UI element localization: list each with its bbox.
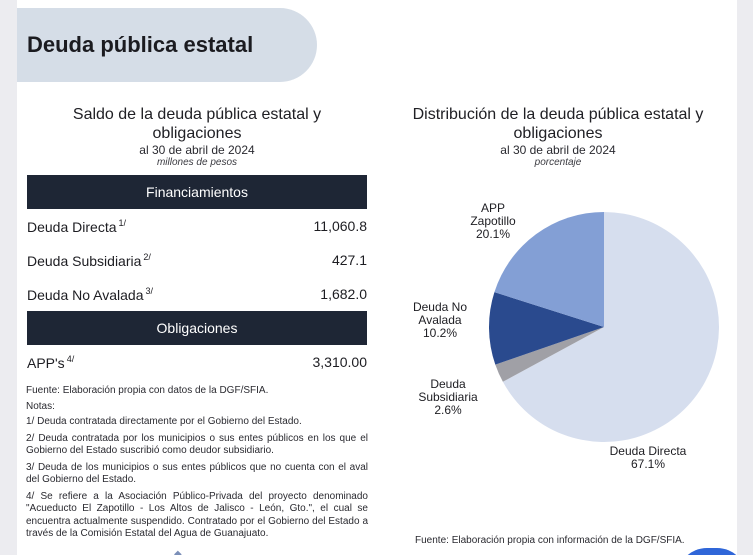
pie-label-line: APP [480,201,505,215]
pie-chart [489,212,719,443]
table-row: Deuda Directa 1/ 11,060.8 [27,218,367,238]
row-note: 2/ [143,252,151,262]
row-value: 1,682.0 [320,286,367,302]
pie-label-line: Avalada [418,313,462,327]
row-label: Deuda No Avalada [27,287,144,303]
pie-value-label: 10.2% [422,326,458,340]
pie-label-line: Zapotillo [470,214,516,228]
table-row: APP's 4/ 3,310.00 [27,354,367,374]
page-title: Deuda pública estatal [27,32,254,57]
floating-action-button[interactable] [677,548,737,555]
pie-label-line: Deuda [430,377,466,391]
chart-source: Fuente: Elaboración propia con informaci… [415,535,685,546]
section-header-financiamientos: Financiamientos [27,175,367,209]
report-page: Deuda pública estatal Saldo de la deuda … [17,0,737,555]
row-label: Deuda Subsidiaria [27,253,142,269]
left-unit: millones de pesos [156,157,238,168]
pie-value-label: 67.1% [630,457,666,471]
pie-slice-deuda-subsidiaria [495,327,604,382]
row-label: APP's [27,355,65,371]
pie-label-deuda-subsidiaria: Deuda Subsidiaria 2.6% [403,378,493,417]
row-note: 1/ [118,218,127,228]
table-row: Deuda No Avalada 3/ 1,682.0 [27,286,367,306]
pie-value-label: 20.1% [475,227,511,241]
section-header-obligaciones: Obligaciones [27,311,367,345]
pie-value-label: 2.6% [434,403,462,417]
row-note: 4/ [66,354,75,364]
pie-label-app-zapotillo: APP Zapotillo 20.1% [458,202,528,241]
left-title-line-2: obligaciones [152,125,242,142]
notes-block: Fuente: Elaboración propia con datos de … [26,385,368,541]
row-note: 3/ [145,286,154,296]
chart-title-line-1: Distribución de la deuda pública estatal… [412,106,704,123]
chart-title-line-2: obligaciones [513,125,603,142]
header-banner: Deuda pública estatal [17,8,317,82]
pie-label-deuda-no-avalada: Deuda No Avalada 10.2% [400,301,480,340]
row-value: 3,310.00 [312,354,368,370]
notes-title: Notas: [26,400,55,412]
pie-label-deuda-directa: Deuda Directa 67.1% [593,445,703,471]
left-date: al 30 de abril de 2024 [139,143,255,157]
chart-date: al 30 de abril de 2024 [500,143,616,157]
pie-slice-deuda-no-avalada [489,292,604,365]
row-value: 11,060.8 [313,218,367,234]
note-item: 4/ Se refiere a la Asociación Público-Pr… [26,490,368,540]
pie-slice-app-zapotillo [494,212,604,327]
pie-slice-deuda-directa [502,212,719,443]
table-row: Deuda Subsidiaria 2/ 427.1 [27,252,367,272]
left-title-line-1: Saldo de la deuda pública estatal y [72,106,322,123]
note-item: 2/ Deuda contratada por los municipios o… [26,432,368,457]
logo-icon: ◆ [174,549,182,555]
pie-label-line: Subsidiaria [418,390,478,404]
row-value: 427.1 [331,252,367,268]
pie-label-line: Deuda Directa [609,444,687,458]
chart-unit: porcentaje [534,157,582,168]
source-text: Fuente: Elaboración propia con datos de … [26,385,269,396]
row-label: Deuda Directa [27,219,117,235]
pie-label-line: Deuda No [412,300,468,314]
note-item: 3/ Deuda de los municipios o sus entes p… [26,461,368,486]
note-item: 1/ Deuda contratada directamente por el … [26,416,302,427]
